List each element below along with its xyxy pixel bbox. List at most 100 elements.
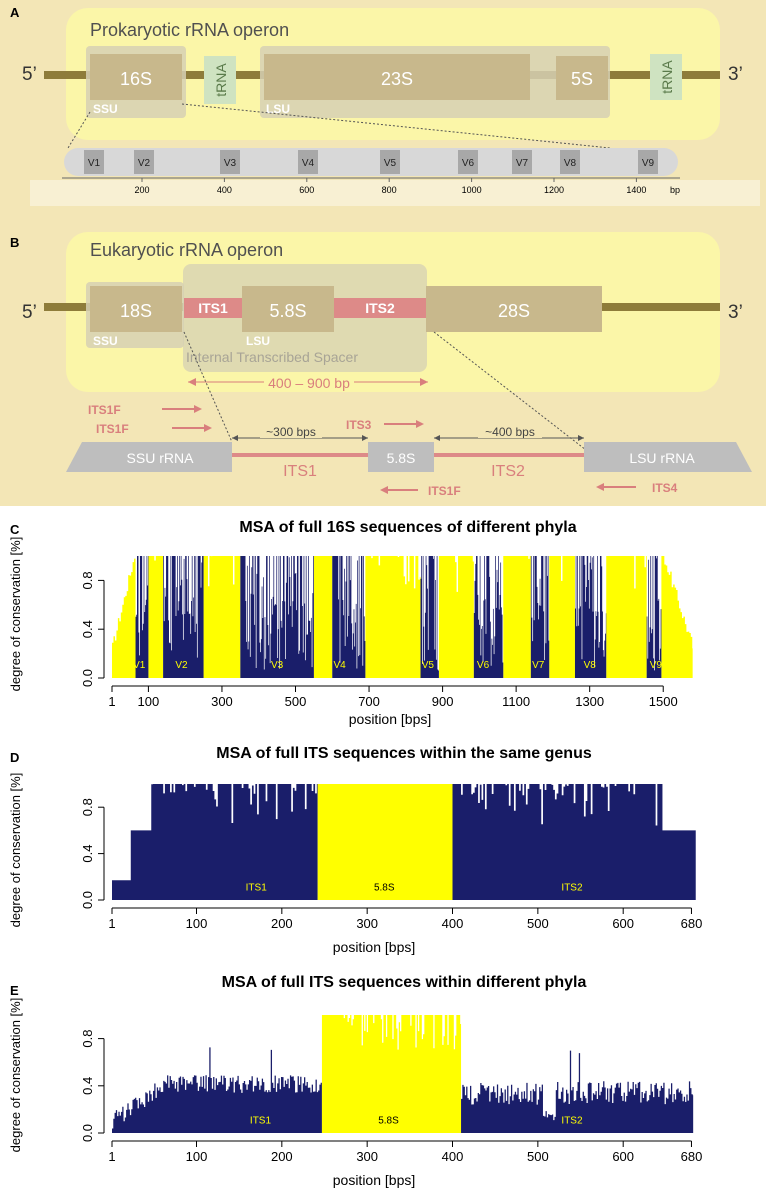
variable-region-v4 xyxy=(332,556,366,678)
eukaryotic-title: Eukaryotic rRNA operon xyxy=(90,240,283,260)
bp-tick-label: 1000 xyxy=(462,185,482,195)
its1-label: ITS1 xyxy=(198,300,228,316)
x-tick-label: 680 xyxy=(681,916,703,931)
gene-23s-label: 23S xyxy=(381,69,413,89)
v-region-label-6: V6 xyxy=(462,158,475,169)
span-label: 400 – 900 bp xyxy=(268,375,350,391)
spacer-label: Internal Transcribed Spacer xyxy=(186,349,358,365)
y-tick-label: 0.0 xyxy=(80,669,95,687)
region-label-v6: V6 xyxy=(477,660,490,671)
panel-b: B Eukaryotic rRNA operon 5’ 3’ 18S 5.8S … xyxy=(0,206,766,506)
v-region-4 xyxy=(298,150,318,174)
variable-region-v6 xyxy=(473,556,504,678)
region-label-its2: ITS2 xyxy=(561,1116,583,1127)
conserved-region xyxy=(203,556,241,678)
gene-18s-label: 18S xyxy=(120,301,152,321)
chart-e-xlabel: position [bps] xyxy=(333,1172,416,1188)
region-label-its2: ITS2 xyxy=(561,883,583,894)
its2-conservation xyxy=(461,1050,694,1133)
panel-a-letter: A xyxy=(10,5,20,20)
region-label-v4: V4 xyxy=(334,660,347,671)
trna-box-1 xyxy=(204,56,236,104)
span-arrow-right xyxy=(420,378,428,386)
x-tick-label: 200 xyxy=(271,916,293,931)
16s-gene-bar xyxy=(64,148,678,176)
region-label-v8: V8 xyxy=(584,660,597,671)
x-tick-label: 100 xyxy=(186,1149,208,1164)
five-prime-label-b: 5’ xyxy=(22,302,37,323)
ssu-rrna-label: SSU rRNA xyxy=(127,450,195,466)
dist-arrowhead-1a xyxy=(232,435,238,441)
conserved-region xyxy=(503,556,531,678)
gene-28s xyxy=(426,286,602,332)
panel-a: A Prokaryotic rRNA operon 5’ 3’ 16S 23S … xyxy=(0,0,766,206)
x-tick-label: 200 xyxy=(271,1149,293,1164)
x-tick-label: 300 xyxy=(211,694,233,709)
v-region-2 xyxy=(134,150,154,174)
primer-its4: ITS4 xyxy=(652,481,678,495)
prokaryotic-title: Prokaryotic rRNA operon xyxy=(90,20,289,40)
gene-23s xyxy=(264,54,530,100)
variable-region-v2 xyxy=(163,556,204,678)
v-region-group: V1 V2 V3 V4 V5 V6 V7 V8 V9 xyxy=(84,150,658,174)
chart-d-ylabel: degree of conservation [%] xyxy=(8,773,23,928)
primer-its3: ITS3 xyxy=(346,418,372,432)
trna-box-2 xyxy=(650,54,682,100)
v-region-label-4: V4 xyxy=(302,158,315,169)
bp-scale-ticks: 200 400 600 800 1000 1200 1400 xyxy=(134,178,646,195)
region-label-its1: ITS1 xyxy=(246,883,268,894)
chart-d-plot: 0.0 0.4 0.8 1 100 200 300 400 500 600 680 ITS1 5.8S I… xyxy=(80,784,702,931)
x-tick-label: 700 xyxy=(358,694,380,709)
primer-arrowhead-rev-2 xyxy=(596,483,604,491)
region-label-v7: V7 xyxy=(532,660,545,671)
y-tick-label: 0.8 xyxy=(80,571,95,589)
x-tick-label: 100 xyxy=(186,916,208,931)
v-region-label-7: V7 xyxy=(516,158,529,169)
chart-d-xlabel: position [bps] xyxy=(333,939,416,955)
gene-5s-label: 5S xyxy=(571,69,593,89)
x-tick-label: 300 xyxy=(356,1149,378,1164)
gene-58s-label: 5.8S xyxy=(269,301,306,321)
conserved-region xyxy=(438,556,474,678)
lsu-rrna-block xyxy=(584,442,752,472)
gene-28s-label: 28S xyxy=(498,301,530,321)
zoom-line-left xyxy=(67,111,91,149)
v-region-label-9: V9 xyxy=(642,158,655,169)
y-tick-label: 0.4 xyxy=(80,845,95,863)
variable-region-v5 xyxy=(420,556,439,678)
dist-label-2-bg xyxy=(478,424,542,438)
v-region-label-3: V3 xyxy=(224,158,237,169)
span-label-bg xyxy=(264,372,354,392)
its2-block xyxy=(334,298,426,318)
x-tick-label: 1 xyxy=(108,916,115,931)
its2-line xyxy=(434,453,584,457)
bp-tick-label: 400 xyxy=(217,185,232,195)
primer-its1f-second: ITS1F xyxy=(96,422,129,436)
chart-e-title: MSA of full ITS sequences within differe… xyxy=(222,974,587,991)
bp-tick-label: 1400 xyxy=(626,185,646,195)
its1-region-label: ITS1 xyxy=(283,463,317,480)
rrna-58s-block xyxy=(368,442,434,472)
variable-region-v3 xyxy=(240,556,314,678)
x-tick-label: 1100 xyxy=(502,694,530,709)
y-tick-label: 0.4 xyxy=(80,620,95,638)
x-tick-label: 680 xyxy=(681,1149,703,1164)
bp-tick-label: 800 xyxy=(382,185,397,195)
dist-label-1: ~300 bps xyxy=(266,425,316,439)
x-tick-label: 1500 xyxy=(649,694,678,709)
zoom-line-b-left xyxy=(183,331,233,443)
region-label-v1: V1 xyxy=(133,660,146,671)
lsu-label: LSU xyxy=(266,102,290,116)
its1-line xyxy=(232,453,368,457)
its2-conservation xyxy=(452,784,696,900)
s58-conservation xyxy=(321,1015,462,1133)
s58-conservation xyxy=(317,784,453,900)
y-tick-label: 0.8 xyxy=(80,798,95,816)
variable-region-v7 xyxy=(530,556,550,678)
its1-conservation xyxy=(112,784,318,900)
conserved-region xyxy=(112,558,136,678)
region-label-its1: ITS1 xyxy=(250,1116,272,1127)
chart-e-plot: 0.0 0.4 0.8 1 100 200 300 400 500 600 680 ITS1 5.8S I… xyxy=(80,1015,702,1164)
v-region-1 xyxy=(84,150,104,174)
